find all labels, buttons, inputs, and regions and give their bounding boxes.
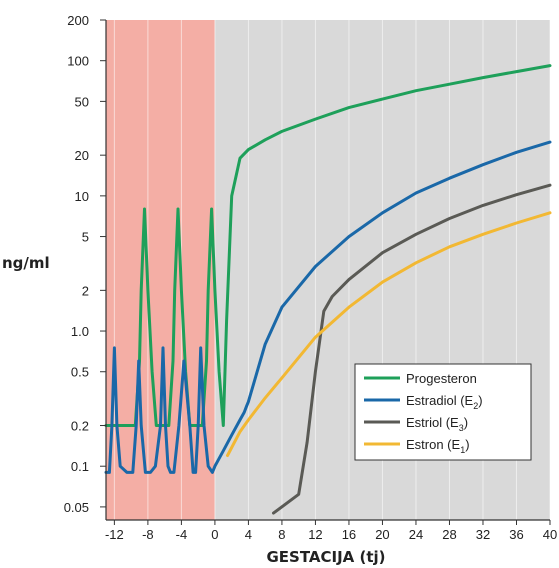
x-tick-label: 28 (442, 527, 456, 542)
x-tick-label: -12 (105, 527, 124, 542)
x-tick-label: 36 (509, 527, 523, 542)
y-tick-label: 0.5 (71, 365, 89, 380)
y-tick-label: 200 (67, 13, 89, 28)
y-axis-title: ng/ml (2, 254, 50, 272)
y-tick-label: 100 (67, 54, 89, 69)
x-tick-label: -8 (142, 527, 154, 542)
x-axis-title: GESTACIJA (tj) (266, 548, 385, 566)
x-tick-label: 16 (342, 527, 356, 542)
series-line (226, 211, 552, 457)
legend-label: Estriol (E3) (406, 415, 468, 433)
y-tick-label: 1.0 (71, 324, 89, 339)
y-tick-label: 50 (75, 94, 89, 109)
gridlines (113, 20, 551, 520)
x-tick-label: 20 (375, 527, 389, 542)
x-tick-label: 8 (278, 527, 285, 542)
series-line (104, 140, 552, 474)
y-tick-label: 0.05 (64, 500, 89, 515)
x-tick-label: -4 (176, 527, 188, 542)
x-tick-label: 4 (245, 527, 252, 542)
y-tick-label: 5 (82, 230, 89, 245)
legend: Progesteron Estradiol (E2) Estriol (E3) Est… (354, 363, 532, 461)
series-layer (104, 64, 552, 515)
x-tick-label: 12 (308, 527, 322, 542)
x-tick-label: 24 (409, 527, 423, 542)
series-line (272, 183, 552, 515)
x-tick-labels: -12 -8 -4 0 4 8 12 16 20 24 28 32 36 40 (105, 520, 557, 542)
x-tick-label: 0 (211, 527, 218, 542)
y-tick-label: 0.1 (71, 459, 89, 474)
legend-label: Progesteron (406, 371, 477, 386)
series-line (104, 64, 552, 427)
legend-label: Estradiol (E2) (406, 393, 483, 411)
y-tick-label: 2 (82, 283, 89, 298)
y-tick-label: 10 (75, 189, 89, 204)
y-tick-labels: 200 100 50 20 10 5 2 1.0 0.5 0.2 0.1 0.05 (64, 13, 106, 515)
y-tick-label: 0.2 (71, 419, 89, 434)
x-tick-label: 40 (543, 527, 557, 542)
x-tick-label: 32 (476, 527, 490, 542)
y-tick-label: 20 (75, 148, 89, 163)
legend-label: Estron (E1) (406, 437, 470, 455)
